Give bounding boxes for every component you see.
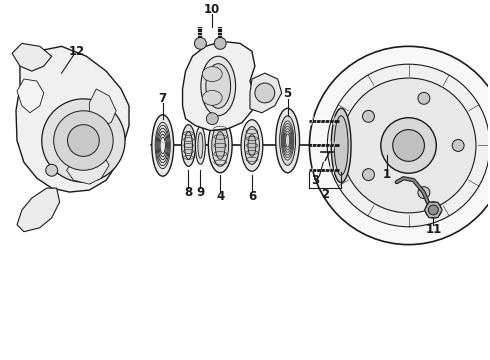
Circle shape bbox=[46, 164, 58, 176]
Ellipse shape bbox=[280, 116, 295, 165]
Ellipse shape bbox=[152, 115, 173, 176]
Ellipse shape bbox=[212, 125, 229, 166]
Polygon shape bbox=[17, 79, 44, 113]
Polygon shape bbox=[12, 43, 51, 71]
Circle shape bbox=[310, 46, 490, 244]
Ellipse shape bbox=[196, 127, 205, 164]
Polygon shape bbox=[183, 41, 255, 131]
Ellipse shape bbox=[185, 132, 193, 159]
Text: 12: 12 bbox=[68, 45, 85, 58]
Ellipse shape bbox=[208, 118, 232, 173]
Polygon shape bbox=[67, 152, 109, 184]
Polygon shape bbox=[424, 202, 442, 218]
Circle shape bbox=[452, 140, 464, 152]
Ellipse shape bbox=[245, 127, 259, 164]
Circle shape bbox=[214, 37, 226, 49]
Ellipse shape bbox=[241, 120, 263, 171]
Text: 3: 3 bbox=[311, 174, 319, 187]
Circle shape bbox=[42, 99, 125, 182]
Circle shape bbox=[428, 205, 439, 215]
Circle shape bbox=[418, 187, 430, 199]
Polygon shape bbox=[89, 89, 116, 126]
Text: 7: 7 bbox=[159, 93, 167, 105]
Circle shape bbox=[327, 64, 490, 227]
Polygon shape bbox=[16, 46, 129, 192]
Circle shape bbox=[195, 37, 206, 49]
Circle shape bbox=[363, 168, 374, 181]
Ellipse shape bbox=[182, 125, 196, 166]
Circle shape bbox=[255, 83, 275, 103]
Circle shape bbox=[381, 118, 436, 173]
Ellipse shape bbox=[248, 135, 256, 156]
Ellipse shape bbox=[202, 67, 222, 81]
Text: 9: 9 bbox=[196, 185, 204, 199]
Text: 1: 1 bbox=[383, 168, 391, 181]
Text: 8: 8 bbox=[184, 185, 193, 199]
Circle shape bbox=[418, 93, 430, 104]
Ellipse shape bbox=[334, 116, 348, 175]
Polygon shape bbox=[250, 73, 282, 113]
Ellipse shape bbox=[198, 132, 203, 158]
Text: 2: 2 bbox=[321, 188, 329, 201]
Ellipse shape bbox=[201, 56, 236, 116]
Circle shape bbox=[363, 111, 374, 122]
Circle shape bbox=[54, 111, 113, 170]
Ellipse shape bbox=[331, 108, 351, 183]
Circle shape bbox=[392, 130, 424, 161]
Circle shape bbox=[341, 78, 476, 213]
Circle shape bbox=[425, 202, 441, 218]
Text: 5: 5 bbox=[284, 87, 292, 100]
Ellipse shape bbox=[202, 90, 222, 105]
Polygon shape bbox=[17, 188, 60, 232]
Text: 4: 4 bbox=[216, 189, 224, 203]
Text: 10: 10 bbox=[204, 3, 220, 16]
Text: 6: 6 bbox=[248, 189, 256, 203]
Ellipse shape bbox=[215, 132, 225, 159]
Ellipse shape bbox=[276, 108, 299, 173]
Text: 11: 11 bbox=[425, 223, 441, 236]
Circle shape bbox=[68, 125, 99, 156]
Circle shape bbox=[206, 113, 218, 125]
Ellipse shape bbox=[206, 64, 231, 108]
